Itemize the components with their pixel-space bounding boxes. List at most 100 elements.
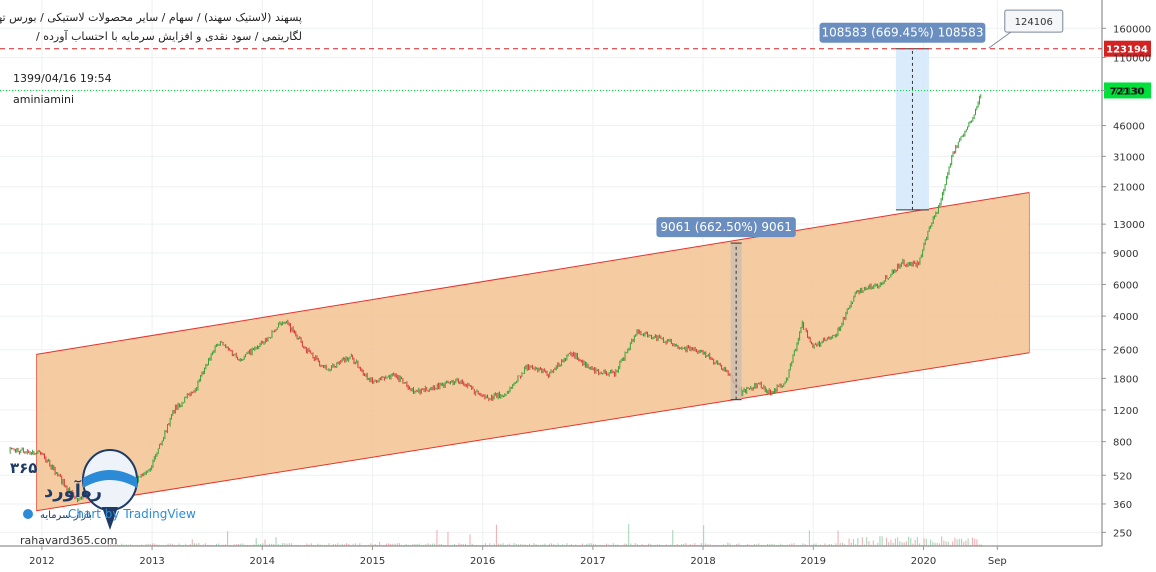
volume-bar	[947, 541, 949, 546]
volume-bar	[874, 544, 877, 546]
volume-bar	[872, 540, 874, 546]
volume-bar	[965, 540, 967, 546]
volume-bar	[346, 543, 348, 546]
volume-bar	[152, 543, 154, 546]
site-url[interactable]: rahavard365.com	[20, 534, 118, 547]
volume-bar	[522, 544, 524, 546]
volume-bar	[769, 544, 771, 546]
volume-bar	[617, 544, 619, 546]
volume-bar	[960, 538, 963, 546]
volume-bar	[694, 543, 696, 546]
volume-bar	[438, 544, 440, 546]
callout-label: 124106	[1015, 17, 1053, 28]
volume-bar	[178, 543, 180, 546]
volume-bar	[562, 544, 564, 546]
username: aminiamini	[13, 93, 75, 106]
y-tick-label: 250	[1113, 528, 1132, 539]
volume-bar	[158, 544, 160, 546]
volume-bar	[149, 544, 151, 546]
volume-bar	[630, 543, 632, 546]
volume-bar	[189, 544, 191, 546]
y-tick-label: 520	[1113, 471, 1132, 482]
price-tag-label-0: 123194	[1106, 45, 1148, 56]
volume-bar	[462, 544, 464, 546]
volume-bar	[121, 543, 123, 546]
volume-bar	[372, 544, 374, 546]
volume-bar	[262, 543, 264, 546]
volume-bar	[738, 543, 740, 546]
volume-bar	[176, 544, 178, 546]
volume-bar	[683, 543, 685, 546]
volume-bar	[222, 544, 224, 546]
tradingview-logo[interactable]: Chart by TradingView	[68, 507, 196, 521]
volume-bar	[557, 543, 559, 546]
volume-bar	[905, 541, 907, 546]
volume-bar	[381, 544, 383, 546]
logo-number: ۳۶۵	[10, 459, 38, 477]
volume-bar	[828, 544, 830, 546]
volume-bar	[892, 542, 894, 546]
measure-1-label-bg	[656, 217, 796, 238]
y-tick-label: 21000	[1113, 183, 1145, 194]
volume-bar	[321, 544, 323, 546]
volume-bar	[863, 544, 866, 546]
volume-bar	[328, 543, 330, 546]
volume-bar	[167, 543, 169, 546]
volume-bar	[808, 530, 810, 546]
volume-bar	[227, 531, 229, 546]
y-tick-label: 360	[1113, 500, 1132, 511]
volume-bar	[407, 544, 409, 546]
volume-bar	[240, 543, 242, 546]
volume-bar	[193, 543, 196, 546]
volume-bar	[958, 538, 960, 546]
volume-bar	[938, 543, 941, 546]
volume-bar	[868, 541, 870, 546]
volume-bar	[147, 543, 149, 546]
volume-bar	[804, 543, 806, 546]
y-tick-label: 6000	[1113, 280, 1138, 291]
volume-bar	[665, 544, 667, 546]
volume-bar	[599, 544, 601, 546]
volume-bar	[414, 543, 416, 546]
volume-bar	[755, 544, 758, 546]
volume-bar	[595, 544, 597, 546]
volume-bar	[841, 542, 844, 546]
volume-bar	[171, 543, 174, 546]
volume-bar	[500, 543, 502, 546]
volume-bar	[401, 544, 403, 546]
volume-bar	[758, 543, 760, 546]
timestamp: 1399/04/16 19:54	[13, 72, 112, 85]
volume-bar	[764, 544, 766, 546]
volume-bar	[218, 543, 220, 546]
volume-bar	[337, 543, 339, 546]
volume-bar	[447, 531, 449, 546]
volume-bar	[520, 544, 522, 546]
volume-bar	[114, 543, 116, 546]
volume-bar	[469, 534, 471, 546]
volume-bar	[156, 544, 158, 546]
volume-bar	[392, 543, 394, 546]
volume-bar	[681, 544, 683, 546]
volume-bar	[370, 543, 372, 546]
volume-bar	[654, 544, 656, 546]
volume-bar	[260, 544, 262, 546]
volume-bar	[352, 543, 354, 546]
volume-bar	[394, 543, 396, 546]
y-tick-label: 800	[1113, 438, 1132, 449]
volume-bar	[782, 544, 784, 546]
volume-bar	[811, 544, 813, 546]
balloon-logo-icon	[23, 449, 138, 530]
volume-bar	[945, 541, 947, 546]
volume-bar	[956, 539, 958, 546]
volume-bar	[606, 543, 608, 546]
volume-bar	[275, 537, 277, 546]
volume-bar	[903, 542, 905, 546]
volume-bar	[379, 541, 381, 546]
volume-bar	[548, 543, 550, 546]
volume-bar	[141, 544, 143, 546]
volume-bar	[899, 541, 901, 546]
volume-bar	[848, 538, 850, 546]
y-tick-label: 2600	[1113, 346, 1138, 357]
volume-bar	[586, 543, 588, 546]
